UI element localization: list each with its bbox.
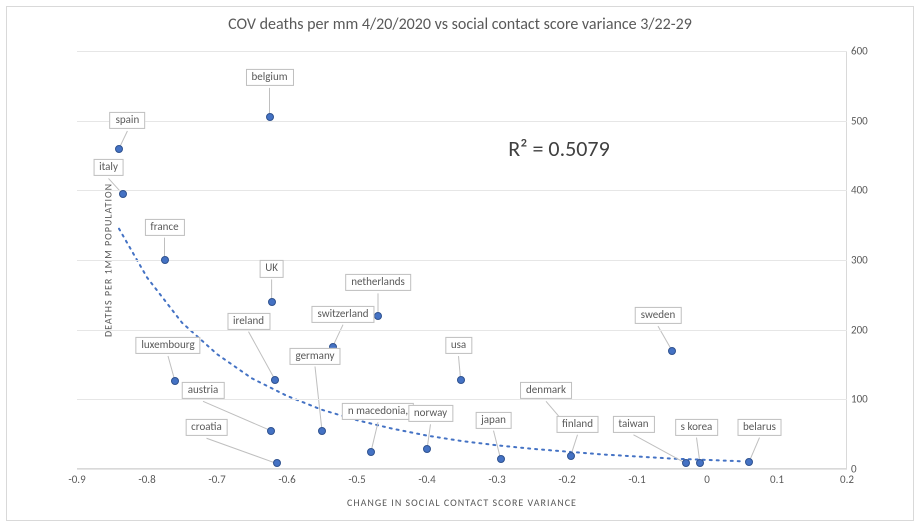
x-tick-label: 0.2 <box>840 473 854 486</box>
x-tick-label: -0.1 <box>628 473 645 486</box>
data-point <box>161 256 169 264</box>
data-label: france <box>144 219 184 236</box>
data-label: ireland <box>227 313 270 330</box>
y-tick-label: 100 <box>851 393 879 406</box>
data-label: germany <box>289 347 340 364</box>
gridline <box>77 330 847 331</box>
x-tick-label: -0.8 <box>138 473 155 486</box>
data-label: spain <box>110 112 146 129</box>
chart-frame: COV deaths per mm 4/20/2020 vs social co… <box>6 6 914 521</box>
leader-line <box>634 435 687 464</box>
x-tick-label: -0.7 <box>208 473 225 486</box>
data-label: norway <box>408 405 453 422</box>
x-tick-label: 0.1 <box>770 473 784 486</box>
data-point <box>497 455 505 463</box>
data-label: croatia <box>185 419 228 436</box>
y-tick-label: 600 <box>851 45 879 58</box>
data-label: belgium <box>245 69 293 86</box>
data-point <box>367 448 375 456</box>
data-point <box>374 312 382 320</box>
y-tick-label: 400 <box>851 184 879 197</box>
data-point <box>267 427 275 435</box>
gridline <box>77 51 847 52</box>
data-label: UK <box>259 260 284 277</box>
x-axis-title: CHANGE IN SOCIAL CONTACT SCORE VARIANCE <box>347 496 577 509</box>
data-label: taiwan <box>612 416 654 433</box>
data-point <box>266 113 274 121</box>
data-label: belarus <box>737 418 782 435</box>
x-tick-label: -0.3 <box>488 473 505 486</box>
gridline <box>77 260 847 261</box>
y-tick-label: 0 <box>851 463 879 476</box>
data-point <box>273 459 281 467</box>
r-squared-annotation: R² = 0.5079 <box>508 135 610 162</box>
data-label: n macedonia, <box>342 403 414 420</box>
data-label: austria <box>182 382 225 399</box>
data-point <box>268 298 276 306</box>
gridline <box>77 399 847 400</box>
y-tick-label: 500 <box>851 114 879 127</box>
data-point <box>119 190 127 198</box>
leader-line <box>207 438 277 463</box>
y-tick-label: 300 <box>851 254 879 267</box>
data-point <box>567 452 575 460</box>
data-label: luxembourg <box>135 337 200 354</box>
y-tick-label: 200 <box>851 323 879 336</box>
data-label: denmark <box>520 382 572 399</box>
data-point <box>423 445 431 453</box>
data-label: s korea <box>675 418 719 435</box>
gridline <box>77 469 847 470</box>
leader-line <box>249 332 276 380</box>
x-tick-label: -0.2 <box>558 473 575 486</box>
data-point <box>457 376 465 384</box>
data-label: switzerland <box>311 306 374 323</box>
data-point <box>668 347 676 355</box>
data-label: japan <box>475 411 512 428</box>
data-point <box>745 458 753 466</box>
x-tick-label: -0.9 <box>68 473 85 486</box>
data-point <box>115 145 123 153</box>
x-tick-label: 0 <box>704 473 710 486</box>
plot-area: DEATHS PER 1MM POPULATION CHANGE IN SOCI… <box>77 51 847 469</box>
data-label: netherlands <box>345 274 411 291</box>
data-point <box>696 459 704 467</box>
x-tick-label: -0.6 <box>278 473 295 486</box>
data-label: usa <box>445 337 472 354</box>
chart-title: COV deaths per mm 4/20/2020 vs social co… <box>7 7 913 34</box>
data-point <box>682 459 690 467</box>
data-point <box>171 377 179 385</box>
gridline <box>77 121 847 122</box>
data-point <box>318 427 326 435</box>
gridline <box>77 190 847 191</box>
data-point <box>271 376 279 384</box>
data-label: finland <box>556 416 599 433</box>
x-tick-label: -0.4 <box>418 473 435 486</box>
data-label: sweden <box>635 307 682 324</box>
x-tick-label: -0.5 <box>348 473 365 486</box>
data-label: italy <box>93 159 124 176</box>
